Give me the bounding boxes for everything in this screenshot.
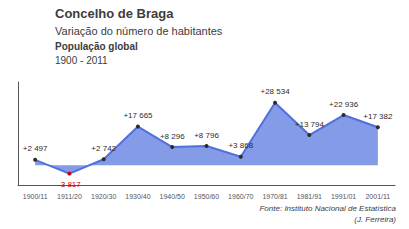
svg-text:+2 742: +2 742 [91,144,116,153]
svg-text:1900/11: 1900/11 [23,193,48,200]
svg-text:+8 796: +8 796 [194,131,219,140]
svg-text:1960/70: 1960/70 [228,193,253,200]
svg-text:Fonte: Instituto Nacional de E: Fonte: Instituto Nacional de Estatística [259,204,396,213]
svg-text:1911/20: 1911/20 [57,193,82,200]
svg-text:+8 296: +8 296 [160,132,185,141]
svg-text:+3 868: +3 868 [228,141,253,150]
svg-text:1920/30: 1920/30 [91,193,116,200]
svg-text:+2 497: +2 497 [23,144,48,153]
svg-text:2001/11: 2001/11 [365,193,390,200]
svg-text:+17 382: +17 382 [363,112,393,121]
svg-text:1970/81: 1970/81 [262,193,287,200]
svg-text:1981/91: 1981/91 [297,193,322,200]
svg-text:População global: População global [55,41,138,52]
svg-text:1991/01: 1991/01 [331,193,356,200]
svg-text:+13 794: +13 794 [295,120,325,129]
svg-text:1940/50: 1940/50 [160,193,185,200]
svg-text:+17 665: +17 665 [123,111,153,120]
svg-text:1900 - 2011: 1900 - 2011 [55,55,108,66]
svg-text:(J. Ferreira): (J. Ferreira) [354,215,396,224]
svg-text:+28 534: +28 534 [260,87,290,96]
svg-text:Concelho de Braga: Concelho de Braga [55,6,174,21]
svg-text:+22 936: +22 936 [329,100,359,109]
svg-text:1950/60: 1950/60 [194,193,219,200]
svg-text:Variação do número de habitant: Variação do número de habitantes [55,25,223,37]
svg-text:-3 817: -3 817 [58,180,81,189]
svg-text:1930/40: 1930/40 [125,193,150,200]
